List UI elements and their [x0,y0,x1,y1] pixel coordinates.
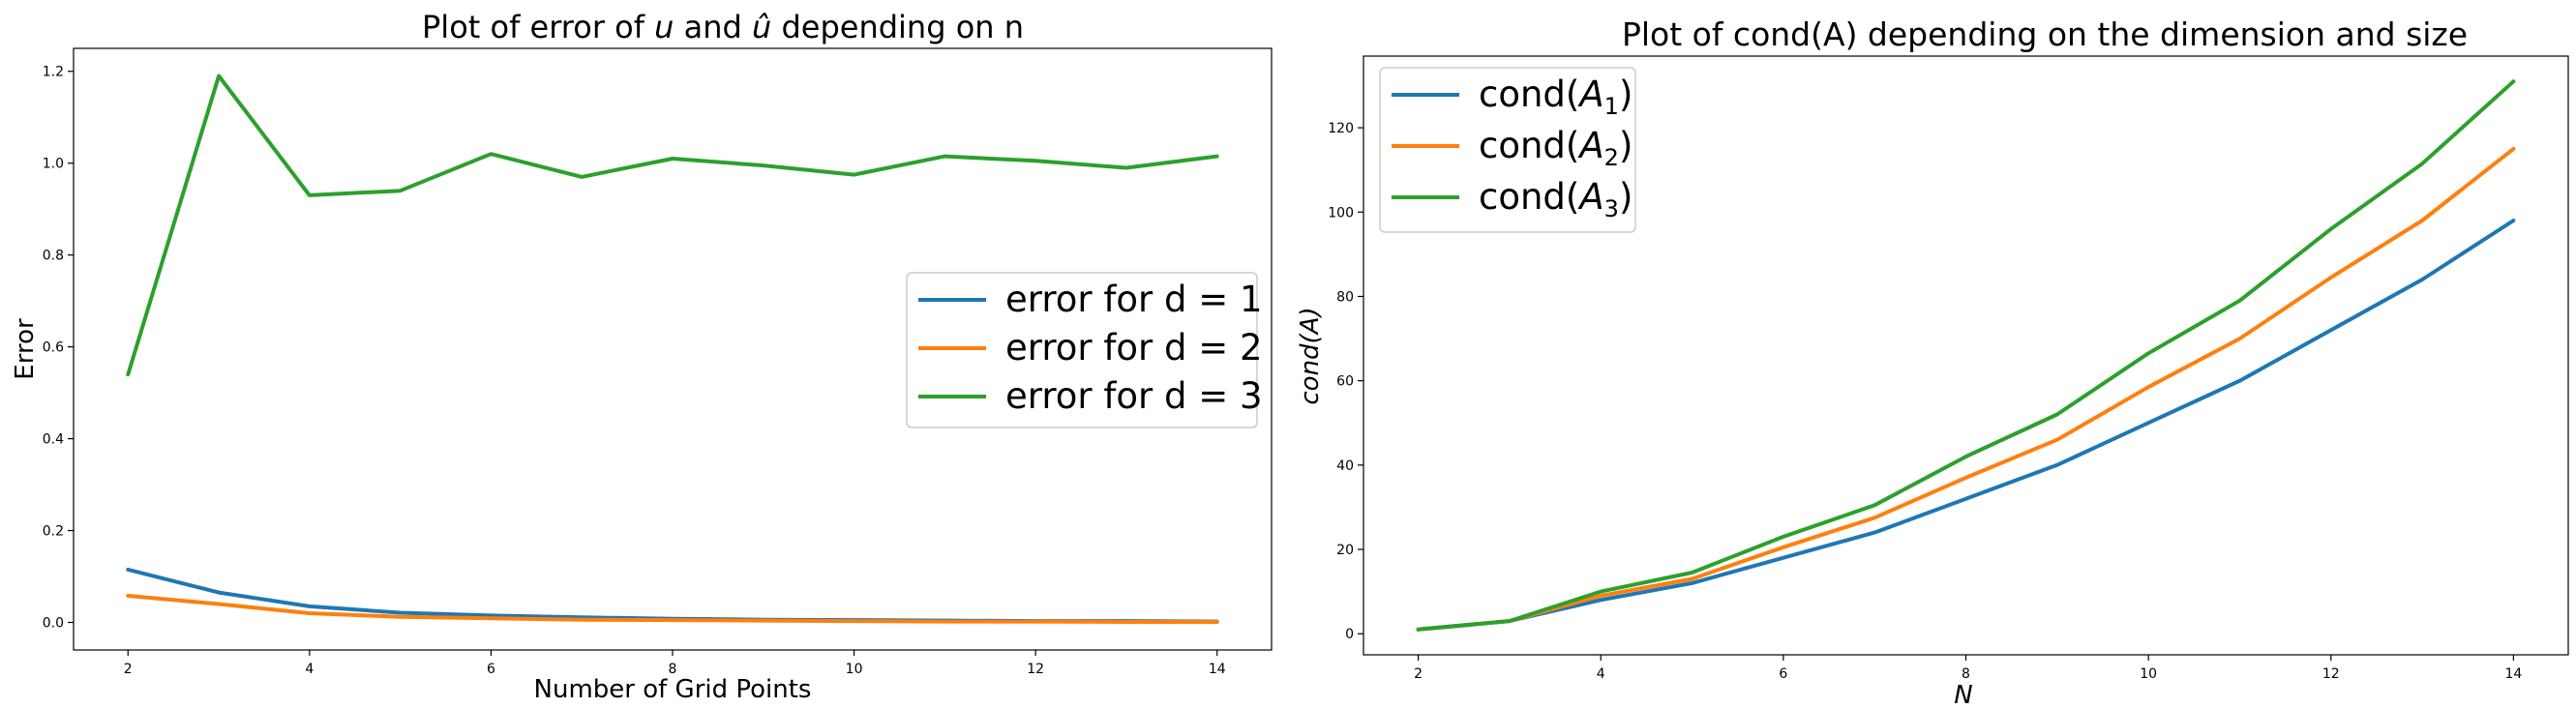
error-chart-x-tick-label: 8 [669,662,677,677]
error-chart-lines [126,74,1219,624]
cond-chart-y-tick-label: 40 [1336,458,1354,474]
error-chart-x-axis-label: Number of Grid Points [534,675,812,704]
error-chart-legend: error for d = 1 error for d = 2 error for … [906,272,1263,428]
error-chart-x-tick-label: 6 [487,662,495,677]
cond-chart-x-tick-label: 12 [2322,666,2340,682]
error-chart-legend-label-3: error for d = 3 [1005,375,1263,417]
cond-chart-x-tick-label: 10 [2140,666,2157,682]
title-text: depending on n [771,9,1024,45]
cond-chart-x-axis-label: N [1954,681,1972,708]
error-chart-legend-label-2: error for d = 2 [1005,327,1263,369]
error-chart-y-tick-label: 1.2 [43,65,64,80]
cond-chart-legend: cond(A1) cond(A2) cond(A3) [1379,67,1636,233]
cond-chart-y-tick-label: 20 [1336,543,1354,558]
cond-chart-y-tick-label: 120 [1328,121,1354,136]
error-chart-x-tick-label: 10 [846,662,863,677]
error-chart-title: Plot of error of u and û depending on n [422,9,1024,45]
error-chart-y-tick-label: 1.0 [43,157,64,172]
cond-chart-series-line-2 [1416,146,2516,632]
cond-chart-series-line-1 [1416,219,2516,632]
error-chart-y-tick-label: 0.4 [43,432,64,448]
cond-chart-title: Plot of cond(A) depending on the dimensi… [1622,15,2468,53]
error-chart-series-line-2 [126,594,1219,624]
error-chart-series-line-1 [126,567,1219,624]
error-chart: Plot of error of u and û depending on n … [11,9,1273,704]
cond-chart-y-tick-label: 100 [1328,205,1354,221]
cond-chart-y-tick-label: 0 [1345,627,1354,642]
error-chart-y-tick-label: 0.0 [43,616,64,632]
cond-chart-x-tick-label: 14 [2504,666,2522,682]
title-math-symbol: û [752,9,771,45]
error-chart-y-axis-label: Error [11,318,40,380]
error-chart-legend-frame [906,272,1258,428]
error-chart-x-tick-label: 2 [124,662,133,677]
cond-chart-x-tick-label: 6 [1779,666,1787,682]
cond-chart: Plot of cond(A) depending on the dimensi… [1296,15,2569,708]
cond-chart-series-line-3 [1416,79,2516,632]
title-text: and [674,9,752,45]
error-chart-x-tick-label: 4 [305,662,314,677]
title-math-symbol: u [654,9,674,45]
cond-chart-x-tick-label: 8 [1962,666,1970,682]
error-chart-y-tick-label: 0.6 [43,340,64,356]
cond-chart-y-tick-label: 80 [1336,289,1354,305]
cond-chart-y-axis-label: cond(A) [1296,307,1325,404]
cond-chart-legend-label-1: cond(A1) [1479,74,1632,120]
error-chart-legend-label-1: error for d = 1 [1005,279,1263,320]
error-chart-series-line-3 [126,74,1219,377]
cond-chart-legend-frame [1379,67,1636,233]
cond-chart-ticks: 2 4 6 8 10 12 14 0 20 40 60 80 100 120 [1328,121,2522,682]
error-chart-y-tick-label: 0.8 [43,249,64,264]
title-text: Plot of cond(A) depending on the dimensi… [1622,15,2468,53]
error-chart-ticks: 2 4 6 8 10 12 14 0.0 0.2 0.4 0.6 0.8 1.0 1.2 [43,65,1226,677]
cond-chart-lines [1416,79,2516,632]
cond-chart-y-tick-label: 60 [1336,374,1354,390]
cond-chart-x-tick-label: 2 [1414,666,1423,682]
error-chart-x-tick-label: 12 [1027,662,1044,677]
cond-chart-x-tick-label: 4 [1597,666,1605,682]
error-chart-y-tick-label: 0.2 [43,524,64,540]
cond-chart-legend-label-3: cond(A3) [1479,176,1632,222]
cond-chart-legend-label-2: cond(A2) [1479,125,1632,171]
title-text: Plot of error of [422,9,654,45]
error-chart-x-tick-label: 14 [1209,662,1226,677]
